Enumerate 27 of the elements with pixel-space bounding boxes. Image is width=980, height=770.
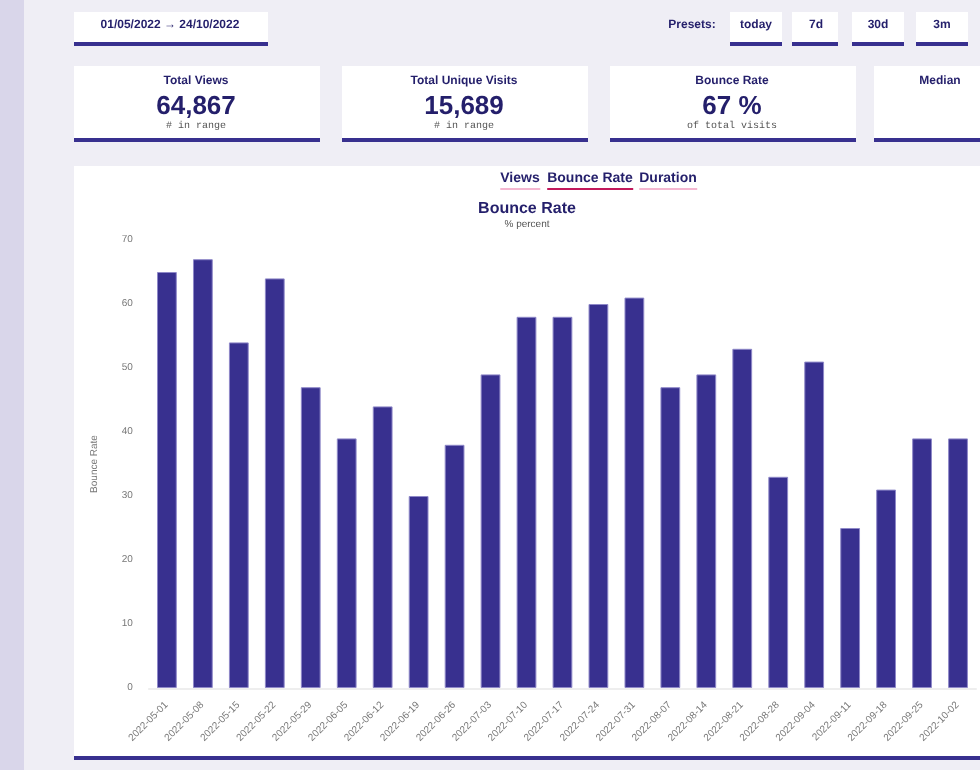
bar bbox=[192, 259, 213, 688]
bar bbox=[300, 387, 321, 688]
bar bbox=[804, 361, 825, 688]
text: 64,867 bbox=[156, 90, 236, 120]
bar bbox=[624, 297, 645, 688]
bar bbox=[516, 316, 537, 688]
bar bbox=[948, 438, 968, 688]
bar bbox=[372, 406, 393, 688]
bar bbox=[588, 304, 609, 688]
bar bbox=[660, 387, 681, 688]
bar bbox=[552, 316, 573, 688]
bar bbox=[264, 278, 285, 688]
bar bbox=[480, 374, 501, 688]
bar bbox=[912, 438, 932, 688]
text: 67 % bbox=[702, 90, 762, 120]
bar bbox=[157, 272, 177, 688]
bar bbox=[408, 496, 429, 688]
bar bbox=[876, 489, 896, 688]
chart-title: Bounce Rate bbox=[478, 199, 577, 217]
bar bbox=[336, 438, 357, 688]
bar bbox=[696, 374, 717, 688]
bar bbox=[768, 476, 789, 688]
bar bbox=[444, 444, 465, 688]
text: 15,689 bbox=[424, 90, 504, 120]
bar bbox=[228, 342, 249, 688]
bar bbox=[840, 528, 861, 688]
bar bbox=[732, 348, 753, 688]
